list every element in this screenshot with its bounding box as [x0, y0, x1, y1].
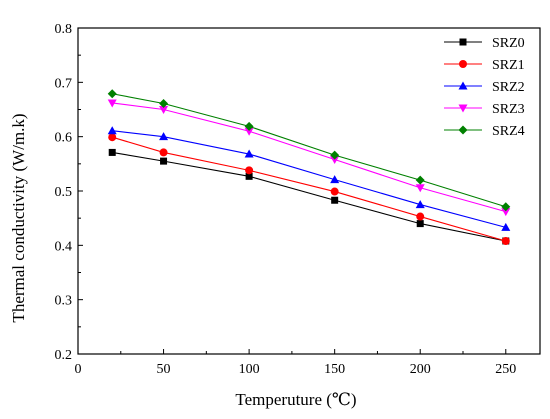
legend-entry-srz3: SRZ3 — [444, 102, 525, 117]
data-point — [245, 172, 253, 180]
data-point — [244, 149, 254, 158]
legend-label: SRZ1 — [492, 58, 525, 73]
legend-entry-srz2: SRZ2 — [444, 80, 525, 95]
data-point — [331, 196, 339, 204]
legend-marker — [458, 104, 468, 113]
data-point — [244, 127, 254, 136]
series-srz4 — [107, 89, 511, 212]
y-tick-label: 0.5 — [55, 185, 73, 200]
y-tick-label: 0.6 — [55, 131, 73, 146]
legend: SRZ0 SRZ1 SRZ2 SRZ3 SRZ4 — [444, 36, 525, 139]
x-tick-label: 150 — [324, 362, 345, 377]
legend-marker — [459, 60, 467, 68]
legend-label: SRZ4 — [492, 124, 525, 139]
data-point — [501, 236, 510, 245]
y-tick-label: 0.8 — [55, 22, 73, 37]
plot-area: 0 50 100 150 200 250 0.2 0.3 0.4 0.5 0.6 0.7 0.8 — [55, 22, 541, 377]
data-point — [330, 155, 340, 164]
data-point — [159, 99, 169, 109]
x-tick-label: 100 — [239, 362, 260, 377]
y-tick-label: 0.3 — [55, 294, 73, 309]
legend-marker — [459, 38, 467, 46]
series-srz2 — [107, 126, 511, 231]
legend-label: SRZ2 — [492, 80, 525, 95]
legend-entry-srz1: SRZ1 — [444, 58, 525, 73]
x-tick-label: 50 — [157, 362, 171, 377]
plot-frame — [77, 27, 541, 355]
data-point — [415, 175, 425, 185]
legend-marker — [458, 125, 468, 135]
legend-entry-srz4: SRZ4 — [444, 124, 525, 139]
data-point — [244, 121, 254, 131]
x-tick-label: 0 — [75, 362, 82, 377]
data-point — [108, 133, 117, 142]
x-tick-label: 250 — [495, 362, 516, 377]
data-point — [501, 222, 511, 231]
data-point — [160, 157, 168, 165]
data-point — [416, 220, 424, 228]
data-point — [330, 175, 340, 184]
data-point — [107, 126, 117, 135]
x-axis-title: Temperuture (℃) — [235, 390, 356, 409]
y-tick-label: 0.4 — [55, 239, 73, 254]
series-line — [112, 102, 506, 213]
data-point — [107, 89, 117, 99]
data-point — [159, 148, 168, 157]
data-point — [107, 99, 117, 108]
series-line — [112, 151, 506, 242]
series-layer — [107, 89, 511, 245]
data-point — [415, 184, 425, 193]
series-line — [112, 130, 506, 228]
data-point — [330, 187, 339, 196]
y-axis-title: Thermal conductivity (W/m.k) — [9, 113, 28, 322]
series-srz1 — [108, 133, 510, 245]
series-line — [112, 136, 506, 242]
data-point — [415, 200, 425, 209]
legend-label: SRZ3 — [492, 102, 525, 117]
data-point — [416, 212, 425, 221]
legend-entry-srz0: SRZ0 — [444, 36, 525, 51]
data-point — [159, 106, 169, 114]
legend-label: SRZ0 — [492, 36, 525, 51]
x-tick-label: 200 — [410, 362, 431, 377]
data-point — [245, 166, 254, 175]
data-point — [108, 148, 116, 156]
legend-marker — [458, 81, 468, 90]
data-point — [159, 132, 169, 141]
series-srz3 — [107, 99, 511, 217]
series-srz0 — [108, 148, 510, 245]
y-tick-label: 0.7 — [55, 76, 73, 91]
data-point — [501, 202, 511, 212]
y-tick-label: 0.2 — [55, 348, 73, 363]
data-point — [330, 150, 340, 160]
series-line — [112, 93, 506, 208]
data-point — [501, 208, 511, 217]
